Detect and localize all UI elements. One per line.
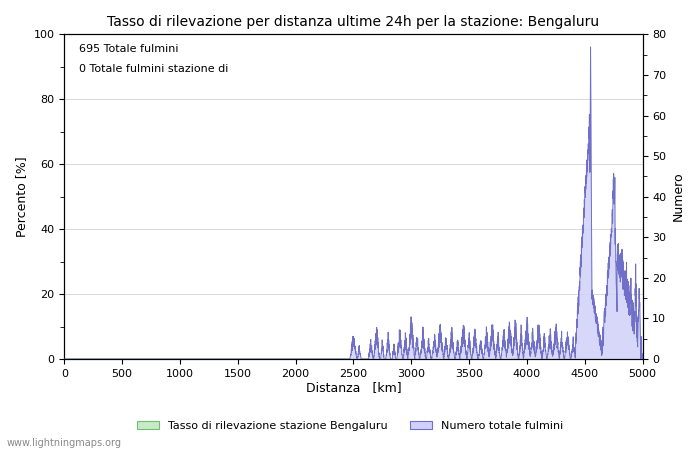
Text: 695 Totale fulmini: 695 Totale fulmini (78, 44, 178, 54)
Text: 0 Totale fulmini stazione di: 0 Totale fulmini stazione di (78, 63, 228, 73)
Y-axis label: Percento [%]: Percento [%] (15, 156, 28, 237)
Title: Tasso di rilevazione per distanza ultime 24h per la stazione: Bengaluru: Tasso di rilevazione per distanza ultime… (107, 15, 599, 29)
Text: www.lightningmaps.org: www.lightningmaps.org (7, 438, 122, 448)
Legend: Tasso di rilevazione stazione Bengaluru, Numero totale fulmini: Tasso di rilevazione stazione Bengaluru,… (132, 417, 568, 436)
X-axis label: Distanza   [km]: Distanza [km] (306, 382, 401, 395)
Y-axis label: Numero: Numero (672, 172, 685, 221)
